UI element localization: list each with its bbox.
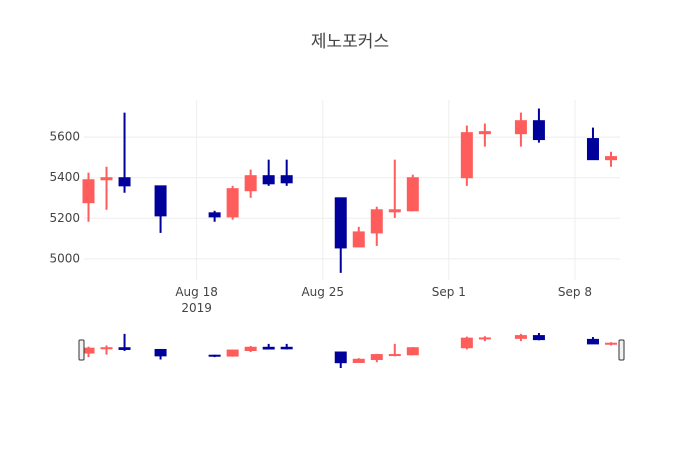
candle-body [280,175,293,184]
candle-body [532,335,545,341]
candle-body [280,346,293,350]
candle-body [82,347,95,354]
candle-body [514,120,527,135]
candle-body [226,349,239,357]
candle-body [406,347,419,356]
candle-body [352,358,365,363]
y-tick-label: 5400 [49,170,80,184]
candle-body [604,342,617,345]
candle-body [586,138,599,161]
y-tick-label: 5000 [49,251,80,265]
candle-body [604,156,617,161]
candle-body [406,177,419,212]
candle-body [388,354,401,357]
x-tick-label: Sep 1 [432,285,466,299]
grid [84,100,620,280]
candle-body [514,335,527,339]
candle-body [370,354,383,360]
candle-body [208,212,221,218]
candle-body [460,132,473,179]
x-tick-label: Sep 8 [558,285,592,299]
y-tick-label: 5600 [49,130,80,144]
candle-body [478,337,491,340]
y-tick-label: 5200 [49,211,80,225]
candle-body [208,354,221,357]
candle-body [460,337,473,349]
candle-body [244,346,257,351]
candle-body [100,347,113,350]
candle-body [82,179,95,204]
candle-body [118,177,131,187]
candles [82,108,617,273]
candle-body [262,346,275,350]
chart-title: 제노포커스 [311,32,389,52]
candle-body [334,197,347,249]
candle-body [478,131,491,135]
candle-body [100,177,113,181]
x-tick-label: Aug 25 [301,285,344,299]
candle-body [118,347,131,350]
candle-body [388,209,401,213]
range-slider [78,333,625,368]
candle-body [244,175,257,192]
candle-body [370,209,383,234]
slider-handle [618,339,625,361]
candle-body [226,188,239,218]
candle-body [334,351,347,364]
candle-body [262,175,275,185]
candle-body [154,348,167,357]
slider-handle [78,339,85,361]
candle-body [352,231,365,248]
candle-body [154,185,167,217]
x-tick-label: Aug 18 2019 [175,285,218,315]
candle-body [586,338,599,345]
candle-body [532,120,545,141]
